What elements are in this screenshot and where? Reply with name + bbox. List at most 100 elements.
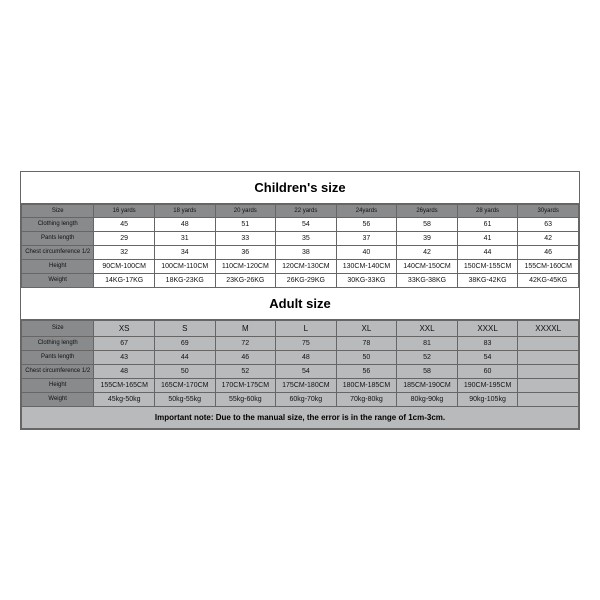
table-row: Pants length2931333537394142 [22, 231, 579, 245]
cell: 39 [397, 231, 458, 245]
cell: 31 [154, 231, 215, 245]
cell: 83 [457, 336, 518, 350]
cell: 44 [154, 350, 215, 364]
cell: 75 [276, 336, 337, 350]
adult-col-4: L [276, 320, 337, 336]
size-chart: Children's size Size 16 yards 18 yards 2… [20, 171, 580, 430]
cell: 48 [94, 364, 155, 378]
cell: 37 [336, 231, 397, 245]
cell: 60 [457, 364, 518, 378]
cell [518, 392, 579, 406]
row-label: Chest circumference 1/2 [22, 364, 94, 378]
cell: 38KG-42KG [457, 273, 518, 287]
cell: 44 [457, 245, 518, 259]
table-row: Chest circumference 1/248505254565860 [22, 364, 579, 378]
children-col-4: 22 yards [276, 204, 337, 217]
cell: 78 [336, 336, 397, 350]
table-row: Chest circumference 1/23234363840424446 [22, 245, 579, 259]
cell: 90kg-105kg [457, 392, 518, 406]
cell: 33KG-38KG [397, 273, 458, 287]
cell: 50kg-55kg [154, 392, 215, 406]
cell: 50 [154, 364, 215, 378]
cell: 90CM-100CM [94, 259, 155, 273]
cell [518, 336, 579, 350]
cell: 155CM-160CM [518, 259, 579, 273]
cell: 67 [94, 336, 155, 350]
adult-col-6: XXL [397, 320, 458, 336]
cell: 56 [336, 364, 397, 378]
cell [518, 350, 579, 364]
cell: 110CM-120CM [215, 259, 276, 273]
cell: 42KG-45KG [518, 273, 579, 287]
cell: 155CM-165CM [94, 378, 155, 392]
children-col-5: 24yards [336, 204, 397, 217]
cell [518, 364, 579, 378]
cell: 165CM-170CM [154, 378, 215, 392]
cell [518, 378, 579, 392]
cell: 69 [154, 336, 215, 350]
adult-col-2: S [154, 320, 215, 336]
row-label: Chest circumference 1/2 [22, 245, 94, 259]
table-row: Height90CM-100CM100CM-110CM110CM-120CM12… [22, 259, 579, 273]
cell: 61 [457, 217, 518, 231]
cell: 190CM-195CM [457, 378, 518, 392]
cell: 14KG-17KG [94, 273, 155, 287]
children-col-3: 20 yards [215, 204, 276, 217]
children-col-6: 26yards [397, 204, 458, 217]
cell: 56 [336, 217, 397, 231]
cell: 100CM-110CM [154, 259, 215, 273]
cell: 150CM-155CM [457, 259, 518, 273]
cell: 180CM-185CM [336, 378, 397, 392]
cell: 26KG-29KG [276, 273, 337, 287]
cell: 41 [457, 231, 518, 245]
note-row: Important note: Due to the manual size, … [22, 406, 579, 428]
cell: 46 [215, 350, 276, 364]
cell: 42 [397, 245, 458, 259]
cell: 45 [94, 217, 155, 231]
adult-col-1: XS [94, 320, 155, 336]
row-label: Pants length [22, 350, 94, 364]
cell: 60kg-70kg [276, 392, 337, 406]
cell: 80kg-90kg [397, 392, 458, 406]
cell: 52 [397, 350, 458, 364]
cell: 54 [276, 217, 337, 231]
table-row: Height155CM-165CM165CM-170CM170CM-175CM 1… [22, 378, 579, 392]
table-row: Clothing length67697275788183 [22, 336, 579, 350]
cell: 140CM-150CM [397, 259, 458, 273]
cell: 130CM-140CM [336, 259, 397, 273]
cell: 42 [518, 231, 579, 245]
cell: 55kg-60kg [215, 392, 276, 406]
adult-col-5: XL [336, 320, 397, 336]
row-label: Weight [22, 273, 94, 287]
cell: 51 [215, 217, 276, 231]
cell: 34 [154, 245, 215, 259]
cell: 54 [276, 364, 337, 378]
cell: 18KG-23KG [154, 273, 215, 287]
table-row: Weight45kg-50kg50kg-55kg55kg-60kg60kg-70… [22, 392, 579, 406]
cell: 54 [457, 350, 518, 364]
cell: 38 [276, 245, 337, 259]
cell: 58 [397, 364, 458, 378]
cell: 32 [94, 245, 155, 259]
adult-col-7: XXXL [457, 320, 518, 336]
children-col-8: 30yards [518, 204, 579, 217]
row-label: Height [22, 378, 94, 392]
adult-body: Clothing length67697275788183Pants lengt… [22, 336, 579, 406]
children-title: Children's size [21, 172, 579, 204]
cell: 170CM-175CM [215, 378, 276, 392]
table-row: Weight14KG-17KG18KG-23KG23KG-26KG26KG-29… [22, 273, 579, 287]
row-label: Pants length [22, 231, 94, 245]
children-body: Clothing length4548515456586163Pants len… [22, 217, 579, 287]
children-col-1: 16 yards [94, 204, 155, 217]
table-row: Pants length43444648505254 [22, 350, 579, 364]
children-col-7: 28 yards [457, 204, 518, 217]
cell: 48 [276, 350, 337, 364]
cell: 43 [94, 350, 155, 364]
cell: 58 [397, 217, 458, 231]
cell: 46 [518, 245, 579, 259]
cell: 36 [215, 245, 276, 259]
children-table: Size 16 yards 18 yards 20 yards 22 yards… [21, 204, 579, 288]
row-label: Weight [22, 392, 94, 406]
cell: 70kg-80kg [336, 392, 397, 406]
table-row: Clothing length4548515456586163 [22, 217, 579, 231]
